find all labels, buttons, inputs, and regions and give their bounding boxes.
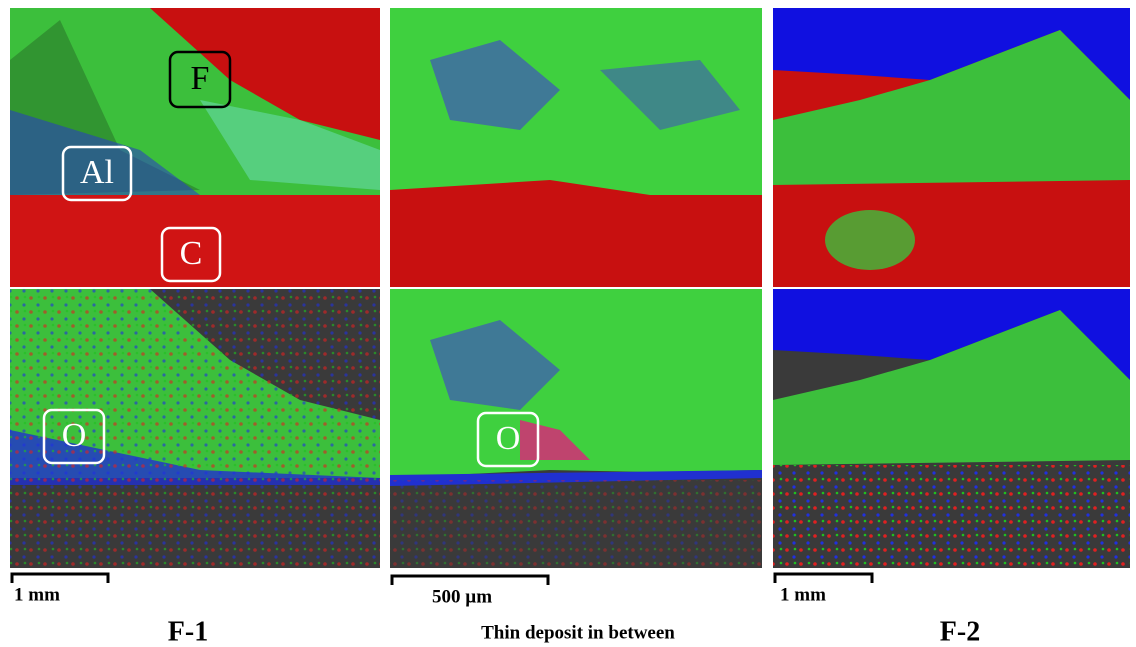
scale-bar-label: 1 mm [780,584,826,605]
panel-f2-bottom [773,289,1130,568]
element-label: O [62,417,87,454]
element-label: C [180,235,203,272]
element-label: F [191,60,210,97]
panel-mid-bottom [390,289,762,568]
column-title: F-2 [940,616,980,647]
scale-bar [12,574,108,583]
scale-bar [775,574,872,583]
column-title: F-1 [168,616,208,647]
column-title: Thin deposit in between [481,622,675,643]
element-label: Al [80,154,114,191]
element-label: O [496,420,521,457]
figure: F Al C O O 1 mm 500 µm 1 mm F-1 Thin dep… [0,0,1136,647]
panel-f2-top [773,8,1130,287]
scale-bar-label: 500 µm [432,586,492,607]
scale-bar [392,576,548,585]
panel-mid-top [390,8,762,287]
scale-bar-label: 1 mm [14,584,60,605]
